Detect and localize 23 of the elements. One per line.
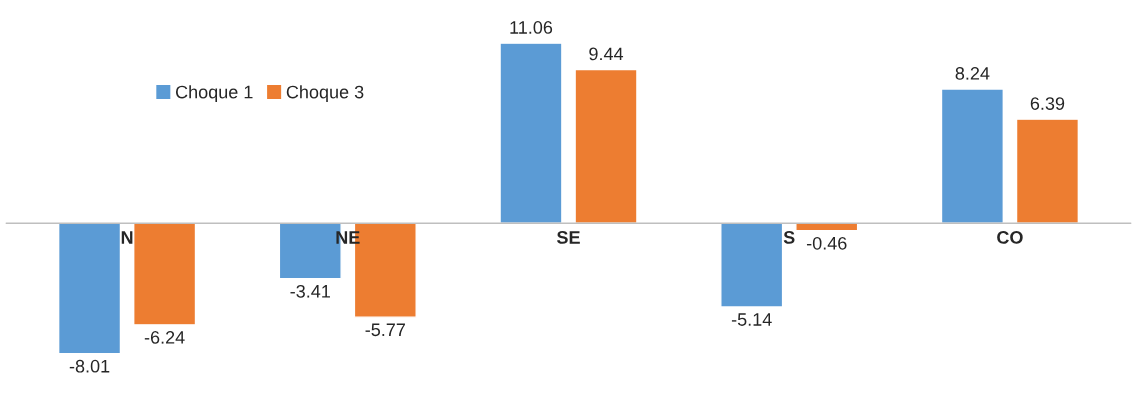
bar xyxy=(1015,118,1080,224)
data-label: -5.14 xyxy=(731,313,772,326)
data-label: 6.39 xyxy=(1030,97,1065,110)
data-label: -0.46 xyxy=(806,236,847,250)
data-label: 11.06 xyxy=(510,21,553,34)
bar xyxy=(499,42,563,224)
data-label: -5.77 xyxy=(365,323,405,337)
data-label: -3.41 xyxy=(290,284,330,298)
x-tick-label: S xyxy=(783,231,795,244)
bar xyxy=(57,222,122,355)
data-label: 8.24 xyxy=(955,67,990,80)
legend-label: Choque 1 xyxy=(175,85,253,102)
data-label: -8.01 xyxy=(69,359,110,373)
data-label: -6.24 xyxy=(144,331,185,344)
bar xyxy=(133,222,197,326)
bar xyxy=(574,68,638,224)
x-tick-label: SE xyxy=(556,231,580,244)
bar xyxy=(940,88,1004,224)
data-label: 9.44 xyxy=(589,47,624,61)
bar xyxy=(720,222,784,308)
x-tick-label: N xyxy=(121,231,133,244)
x-tick-label: CO xyxy=(997,231,1023,244)
legend-label: Choque 3 xyxy=(286,85,364,102)
